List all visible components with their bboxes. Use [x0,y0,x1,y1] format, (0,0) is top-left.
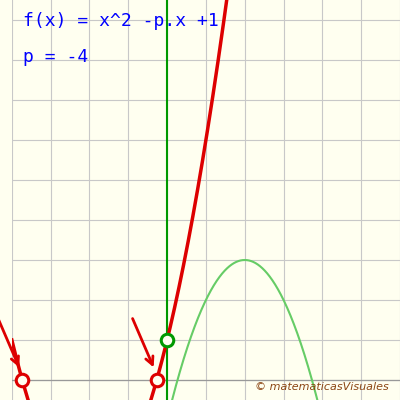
Text: f(x) = x^2 -p.x +1: f(x) = x^2 -p.x +1 [24,12,219,30]
Text: © matematicasVisuales: © matematicasVisuales [255,382,388,392]
Text: p = -4: p = -4 [24,48,89,66]
